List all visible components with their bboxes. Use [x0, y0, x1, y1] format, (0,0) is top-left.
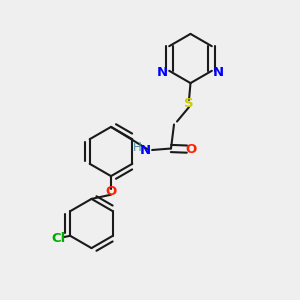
Text: O: O — [105, 185, 117, 198]
Text: N: N — [139, 143, 151, 157]
Text: Cl: Cl — [52, 232, 66, 245]
Text: N: N — [213, 66, 224, 79]
Text: H: H — [133, 141, 142, 154]
Text: O: O — [185, 142, 196, 156]
Text: S: S — [184, 97, 194, 110]
Text: N: N — [157, 66, 168, 79]
